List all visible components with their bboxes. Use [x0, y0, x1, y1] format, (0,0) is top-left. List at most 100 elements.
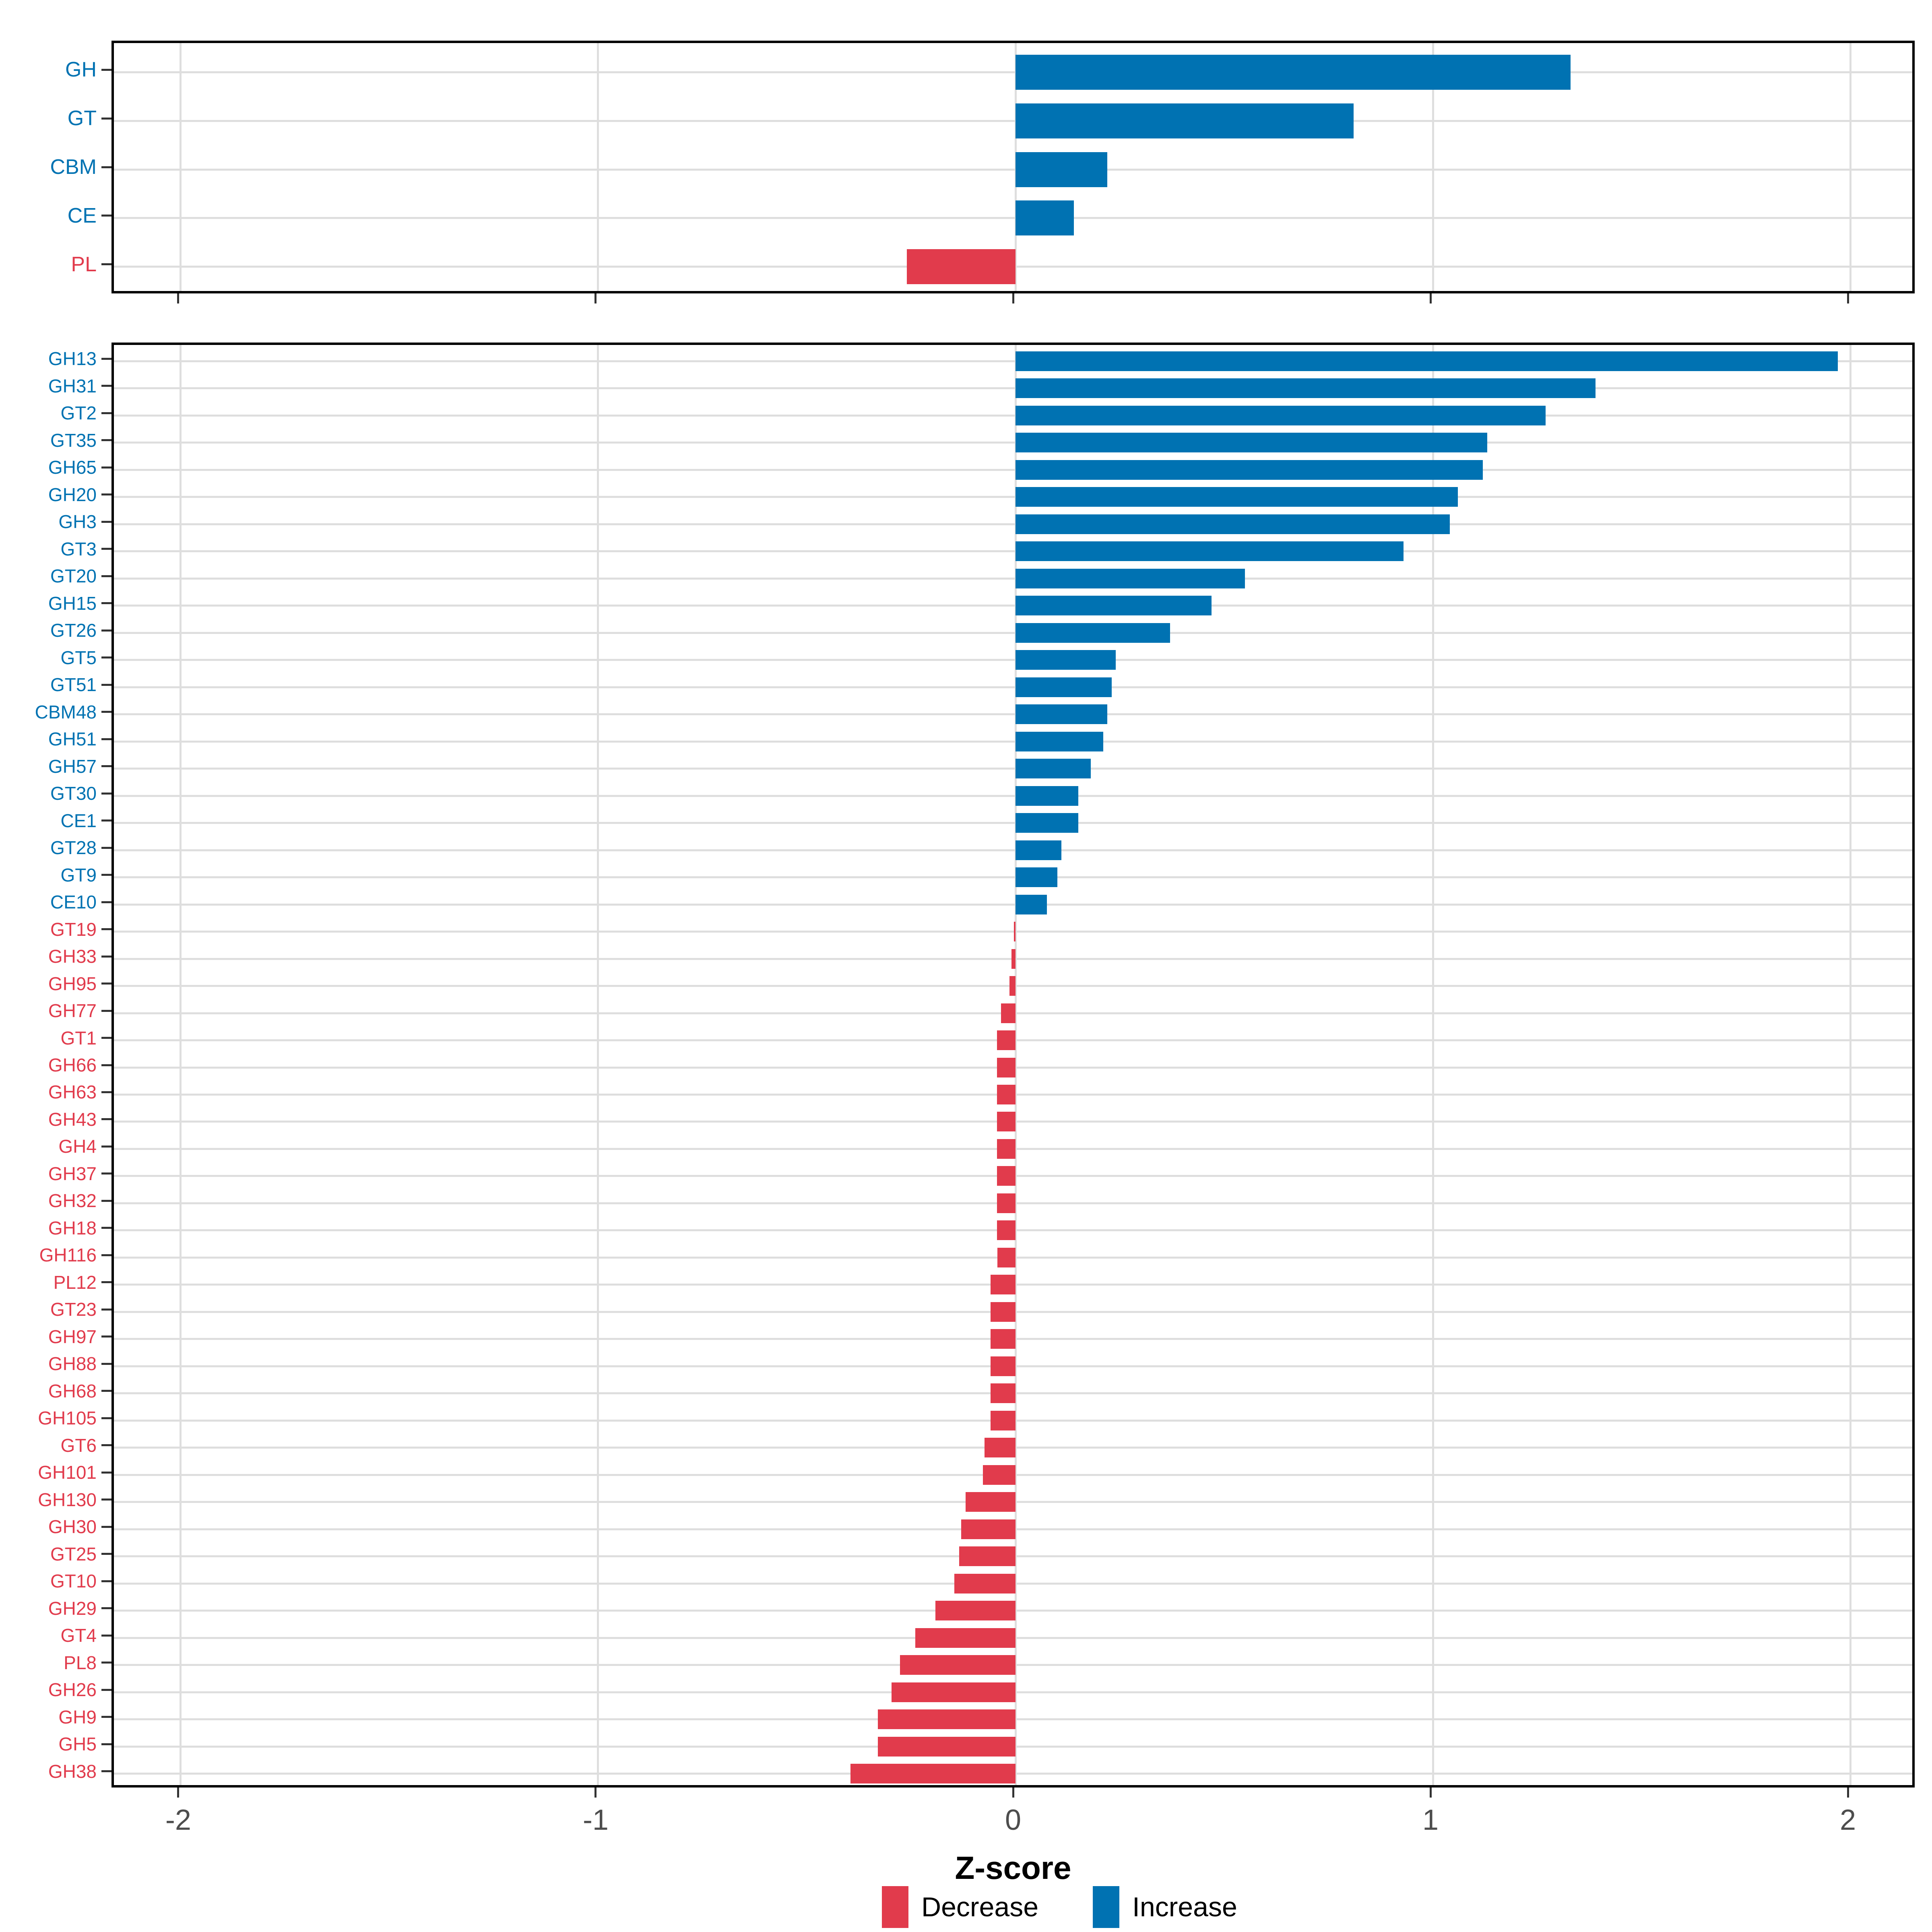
x-gridline: [1432, 43, 1434, 291]
bar-GH26: [892, 1682, 1016, 1702]
bar-GT28: [1016, 840, 1062, 860]
row-gridline: [114, 217, 1912, 219]
row-gridline: [114, 795, 1912, 797]
bar-GH4: [997, 1139, 1016, 1159]
y-label-GT1: GT1: [60, 1027, 97, 1049]
y-label-GT23: GT23: [50, 1299, 97, 1320]
bar-GH9: [877, 1709, 1016, 1730]
y-tick-mark: [101, 1009, 111, 1012]
y-label-GH101: GH101: [38, 1462, 97, 1483]
y-tick-mark: [101, 439, 111, 442]
y-tick-mark: [101, 1308, 111, 1311]
y-label-GH3: GH3: [58, 511, 97, 533]
bar-GT: [1016, 103, 1354, 138]
x-gridline: [1849, 43, 1852, 291]
y-label-GH116: GH116: [39, 1245, 97, 1266]
row-gridline: [114, 469, 1912, 471]
y-tick-mark: [101, 1064, 111, 1066]
y-label-GH32: GH32: [48, 1190, 97, 1212]
y-tick-mark: [101, 1118, 111, 1121]
y-tick-mark: [101, 166, 111, 168]
y-label-GT4: GT4: [60, 1625, 97, 1646]
bar-GH32: [997, 1193, 1016, 1213]
y-tick-mark: [101, 846, 111, 849]
y-tick-mark: [101, 466, 111, 469]
y-label-GT: GT: [67, 107, 97, 130]
y-label-GT26: GT26: [50, 620, 97, 641]
y-tick-mark: [101, 1390, 111, 1392]
y-tick-mark: [101, 493, 111, 496]
y-tick-mark: [101, 1499, 111, 1501]
y-tick-mark: [101, 683, 111, 686]
y-label-GH38: GH38: [48, 1761, 97, 1782]
bar-GH51: [1016, 731, 1103, 751]
x-tick-mark: [1429, 293, 1432, 303]
y-label-GT30: GT30: [50, 783, 97, 804]
bar-GT6: [985, 1438, 1016, 1458]
bar-GH15: [1016, 596, 1212, 616]
bar-PL: [907, 249, 1016, 285]
x-tick-mark: [177, 1788, 180, 1798]
y-label-GH18: GH18: [48, 1217, 97, 1238]
y-tick-mark: [101, 656, 111, 659]
x-axis-title: Z-score: [955, 1850, 1071, 1886]
x-tick-mark: [594, 1788, 597, 1798]
row-gridline: [114, 931, 1912, 933]
bar-GH65: [1016, 460, 1483, 480]
bar-GT26: [1016, 623, 1170, 643]
y-label-GH9: GH9: [58, 1706, 97, 1728]
x-tick-label: 0: [1005, 1804, 1022, 1836]
bar-CE1: [1016, 813, 1078, 833]
x-gridline: [1014, 345, 1017, 1785]
x-gridline: [180, 43, 182, 291]
y-label-PL: PL: [71, 252, 97, 276]
bar-GT51: [1016, 677, 1112, 697]
y-tick-mark: [101, 1553, 111, 1555]
bar-GH20: [1016, 487, 1458, 507]
y-tick-mark: [101, 1172, 111, 1175]
y-tick-mark: [101, 819, 111, 822]
y-label-GT9: GT9: [60, 864, 97, 886]
y-tick-mark: [101, 1145, 111, 1148]
y-label-GH31: GH31: [48, 375, 97, 396]
bar-GH29: [935, 1601, 1016, 1621]
bar-GH18: [997, 1220, 1016, 1241]
y-tick-mark: [101, 520, 111, 523]
x-tick-label: 2: [1840, 1804, 1856, 1836]
bar-CBM48: [1016, 704, 1108, 724]
y-tick-mark: [101, 117, 111, 120]
y-label-PL12: PL12: [53, 1271, 97, 1293]
row-gridline: [114, 120, 1912, 122]
bar-GH95: [1009, 976, 1016, 996]
y-tick-mark: [101, 1662, 111, 1664]
y-tick-mark: [101, 983, 111, 985]
y-tick-mark: [101, 1525, 111, 1528]
bar-CBM: [1016, 152, 1108, 187]
row-gridline: [114, 523, 1912, 525]
bar-GT10: [954, 1573, 1016, 1593]
y-label-GH43: GH43: [48, 1108, 97, 1130]
row-gridline: [114, 849, 1912, 851]
y-tick-mark: [101, 1716, 111, 1718]
y-tick-mark: [101, 1335, 111, 1338]
bar-GH37: [997, 1166, 1016, 1186]
y-tick-mark: [101, 1091, 111, 1093]
y-label-GT28: GT28: [50, 837, 97, 859]
y-label-GH37: GH37: [48, 1163, 97, 1184]
bar-GT23: [990, 1302, 1016, 1322]
y-tick-mark: [101, 874, 111, 876]
x-gridline: [1849, 345, 1852, 1785]
y-tick-mark: [101, 215, 111, 217]
bar-GH97: [990, 1329, 1016, 1349]
bar-GH101: [983, 1465, 1016, 1485]
y-label-CE1: CE1: [60, 810, 97, 831]
row-gridline: [114, 414, 1912, 417]
y-label-CE10: CE10: [50, 892, 97, 913]
y-label-GH29: GH29: [48, 1598, 97, 1619]
row-gridline: [114, 387, 1912, 390]
y-label-GH15: GH15: [48, 592, 97, 614]
bar-GT5: [1016, 650, 1116, 670]
row-gridline: [114, 71, 1912, 73]
y-tick-mark: [101, 1037, 111, 1039]
y-label-CBM48: CBM48: [35, 701, 97, 722]
